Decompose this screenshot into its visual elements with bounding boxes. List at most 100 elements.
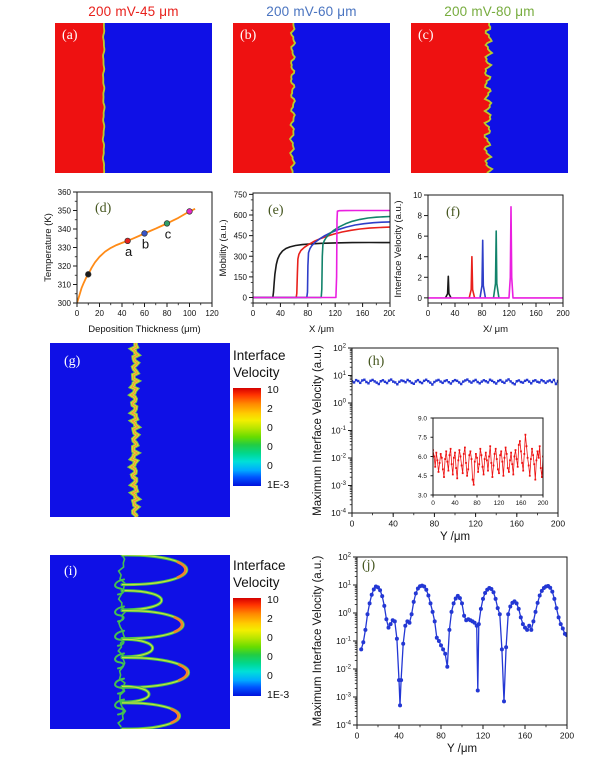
svg-text:8: 8 [418,212,423,221]
svg-text:40: 40 [451,309,460,318]
svg-text:10-2: 10-2 [331,453,346,464]
panel-e-letter: (e) [268,203,284,218]
svg-text:160: 160 [510,519,524,529]
svg-text:80: 80 [478,309,487,318]
colorbar-gradient [233,597,261,696]
svg-text:80: 80 [163,309,172,318]
svg-text:120: 120 [329,309,343,318]
svg-text:40: 40 [394,731,404,741]
svg-text:0: 0 [243,294,248,303]
svg-text:2: 2 [418,273,423,282]
colorbar-g-title: Interface Velocity [233,348,345,382]
svg-text:120: 120 [469,519,483,529]
svg-text:X/ μm: X/ μm [483,324,508,335]
svg-text:7.5: 7.5 [418,435,427,442]
panel-a-letter: (a) [62,28,78,43]
svg-text:200: 200 [383,309,395,318]
panel-h-letter: (h) [368,354,385,369]
svg-text:160: 160 [356,309,370,318]
svg-text:Interface Velocity (a.u.): Interface Velocity (a.u.) [393,200,404,297]
svg-text:Y /μm: Y /μm [440,531,470,543]
panel-j-letter: (j) [362,558,376,573]
svg-text:Temperature (K): Temperature (K) [43,213,54,282]
svg-text:120: 120 [502,309,516,318]
panel-b-title: 200 mV-60 μm [266,4,357,19]
colorbar-title-line2: Velocity [233,364,280,380]
simulation-map-a [55,23,212,173]
panel-a-title: 200 mV-45 μm [88,4,179,19]
svg-text:200: 200 [551,519,565,529]
svg-text:330: 330 [58,244,72,253]
svg-text:0: 0 [431,500,435,507]
svg-text:6.0: 6.0 [418,454,427,461]
colorbar-tick-labels: 10 2 0 0 0 1E-3 [267,593,290,701]
svg-text:0: 0 [350,519,355,529]
svg-text:b: b [142,236,149,251]
svg-text:Deposition Thickness (μm): Deposition Thickness (μm) [88,324,200,335]
svg-text:0: 0 [355,731,360,741]
svg-text:c: c [165,226,172,241]
svg-text:0: 0 [251,309,256,318]
svg-text:200: 200 [556,309,570,318]
svg-text:100: 100 [338,608,351,619]
panel-b-letter: (b) [240,28,257,43]
panel-c-title: 200 mV-80 μm [444,4,535,19]
svg-text:300: 300 [234,252,248,261]
svg-text:10-4: 10-4 [331,508,346,519]
svg-text:120: 120 [205,309,219,318]
svg-text:40: 40 [276,309,285,318]
svg-text:60: 60 [140,309,149,318]
velocity-field-map-planar [50,343,230,517]
panel-g-letter: (g) [64,354,81,369]
svg-text:40: 40 [451,500,459,507]
colorbar-tick-labels: 10 2 0 0 0 1E-3 [267,383,290,491]
svg-text:120: 120 [476,731,490,741]
svg-text:80: 80 [430,519,440,529]
svg-text:80: 80 [303,309,312,318]
svg-text:Maximum Interface Velocity (a.: Maximum Interface Velocity (a.u.) [312,345,324,516]
colorbar-title-line1: Interface [233,348,286,363]
colorbar-gradient [233,387,261,486]
chart-temperature-vs-thickness: a b c 0 20 40 60 80 100 120 300 310 320 330 340 350 360 D… [43,188,219,335]
colorbar-title-line1: Interface [233,558,286,573]
svg-text:102: 102 [333,343,346,354]
svg-text:10-2: 10-2 [336,664,351,675]
panel-i-letter: (i) [64,564,78,579]
svg-text:20: 20 [95,309,104,318]
svg-text:150: 150 [234,273,248,282]
chart-interface-velocity-spikes: 0 40 80 120 160 200 0 2 4 6 8 10 X/ μm Interface Velo… [393,191,570,335]
svg-text:Y /μm: Y /μm [447,743,477,755]
svg-text:300: 300 [58,299,72,308]
svg-text:10-1: 10-1 [336,636,351,647]
svg-text:80: 80 [473,500,481,507]
simulation-map-b [233,23,390,173]
svg-text:101: 101 [333,370,346,381]
svg-text:350: 350 [58,207,72,216]
svg-text:160: 160 [518,731,532,741]
svg-text:101: 101 [338,580,351,591]
svg-text:3.0: 3.0 [418,492,427,499]
svg-text:10-1: 10-1 [331,425,346,436]
svg-text:340: 340 [58,225,72,234]
panel-c-letter: (c) [418,28,434,43]
chart-mobility-profiles: 0 40 80 120 160 200 0 150 300 450 600 750 X /μm Mobil… [218,190,395,335]
svg-text:40: 40 [388,519,398,529]
svg-text:160: 160 [529,309,543,318]
svg-text:100: 100 [333,398,346,409]
svg-text:120: 120 [494,500,505,507]
svg-text:10-3: 10-3 [331,480,346,491]
chart-max-velocity-planar: 0 40 80 120 160 200 10-4 10-3 10-2 10-1 100 101 102 Y… [312,343,565,544]
svg-text:450: 450 [234,232,248,241]
svg-text:6: 6 [418,232,423,241]
svg-text:Mobility (a.u.): Mobility (a.u.) [218,219,229,276]
simulation-map-c [411,23,568,173]
svg-text:10: 10 [413,191,422,200]
colorbar-i: Interface Velocity 10 2 0 0 0 1E-3 [233,558,345,701]
svg-text:102: 102 [338,552,351,563]
svg-text:40: 40 [118,309,127,318]
svg-text:a: a [125,244,133,259]
panel-d-letter: (d) [95,201,112,216]
panel-f-letter: (f) [446,205,460,220]
velocity-field-map-dendritic [50,555,230,729]
colorbar-title-line2: Velocity [233,574,280,590]
